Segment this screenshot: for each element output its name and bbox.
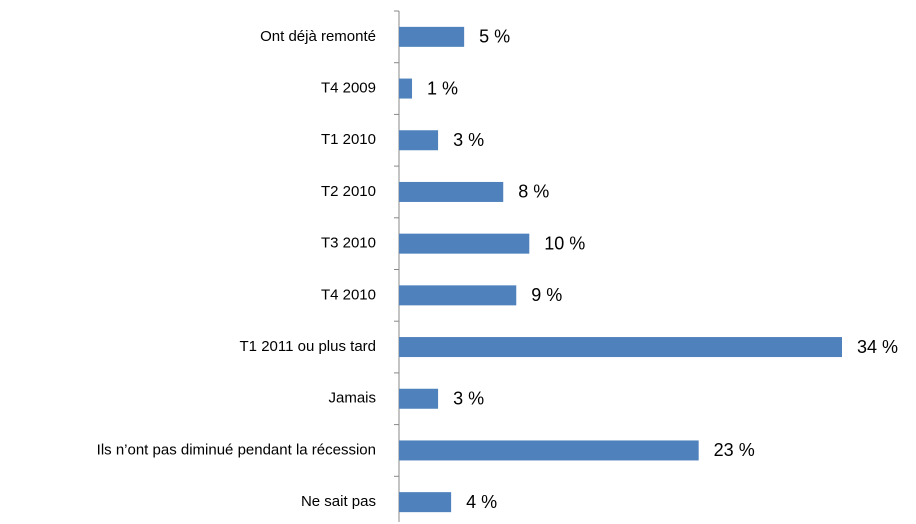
data-label: 10 %	[544, 233, 585, 253]
bar	[399, 78, 413, 99]
data-label: 23 %	[714, 440, 755, 460]
data-label: 34 %	[857, 337, 898, 357]
y-tick-label: T1 2011 ou plus tard	[240, 338, 376, 355]
bar	[399, 388, 439, 409]
data-label: 9 %	[531, 285, 562, 305]
bar	[399, 337, 842, 358]
y-tick-label: Ils n’ont pas diminué pendant la récessi…	[97, 441, 376, 458]
data-label: 8 %	[518, 182, 549, 202]
data-label: 3 %	[453, 130, 484, 150]
data-label: 1 %	[427, 78, 458, 98]
y-tick-label: T2 2010	[321, 183, 376, 200]
bar	[399, 130, 439, 151]
data-label: 4 %	[466, 492, 497, 512]
bar	[399, 440, 699, 461]
bar	[399, 285, 517, 306]
y-tick-label: T4 2009	[321, 80, 376, 97]
y-tick-label: Jamais	[328, 390, 376, 407]
bar	[399, 181, 504, 202]
y-tick-label: T1 2010	[321, 131, 376, 148]
bar	[399, 26, 465, 47]
bar	[399, 492, 452, 513]
data-label: 3 %	[453, 389, 484, 409]
y-tick-label: T3 2010	[321, 235, 376, 252]
y-tick-label: T4 2010	[321, 286, 376, 303]
data-label: 5 %	[479, 27, 510, 47]
y-tick-label: Ne sait pas	[301, 493, 376, 510]
bar	[399, 233, 530, 254]
y-tick-label: Ont déjà remonté	[260, 28, 376, 45]
